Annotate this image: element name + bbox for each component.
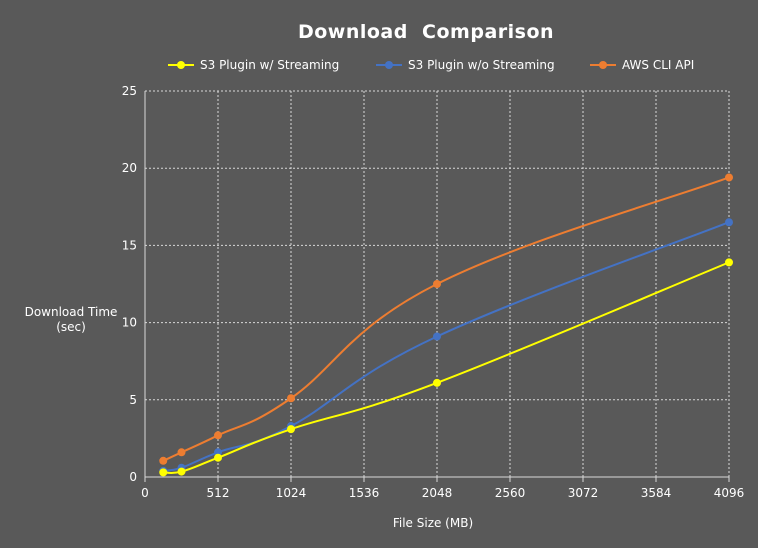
data-point bbox=[433, 332, 441, 341]
x-tick-label: 3072 bbox=[568, 486, 599, 500]
series-line bbox=[163, 261, 730, 475]
y-tick-label: 20 bbox=[122, 161, 137, 175]
series-s3-plugin-w-o-streaming bbox=[159, 218, 733, 475]
legend-label: S3 Plugin w/o Streaming bbox=[408, 58, 555, 72]
data-point bbox=[287, 394, 295, 403]
x-axis-label: File Size (MB) bbox=[393, 516, 473, 530]
y-tick-label: 25 bbox=[122, 84, 137, 98]
axes bbox=[144, 91, 730, 482]
x-tick-label: 1536 bbox=[349, 486, 380, 500]
y-tick-label: 15 bbox=[122, 238, 137, 252]
data-point bbox=[725, 218, 733, 227]
y-axis-label-line-2: (sec) bbox=[56, 320, 86, 334]
legend-item: S3 Plugin w/o Streaming bbox=[376, 58, 555, 72]
data-point bbox=[433, 280, 441, 288]
grid bbox=[145, 90, 730, 477]
series-line bbox=[163, 221, 730, 472]
series-group bbox=[159, 173, 733, 477]
series-aws-cli-api bbox=[159, 173, 733, 465]
series-s3-plugin-w-streaming bbox=[159, 258, 733, 477]
y-axis-label-line-1: Download Time bbox=[25, 305, 118, 319]
data-point bbox=[725, 258, 733, 267]
x-tick-label: 4096 bbox=[714, 486, 745, 500]
legend-item: S3 Plugin w/ Streaming bbox=[168, 58, 339, 72]
data-point bbox=[433, 378, 441, 387]
y-tick-label: 10 bbox=[122, 316, 137, 330]
data-point bbox=[214, 453, 222, 462]
data-point bbox=[177, 448, 186, 457]
legend-label: AWS CLI API bbox=[622, 58, 694, 72]
data-point bbox=[159, 468, 168, 477]
x-tick-label: 2560 bbox=[495, 486, 526, 500]
legend-item: AWS CLI API bbox=[590, 58, 694, 72]
legend-swatch-marker bbox=[385, 61, 393, 69]
x-tick-label: 3584 bbox=[641, 486, 672, 500]
data-point bbox=[214, 431, 222, 440]
data-point bbox=[159, 456, 168, 465]
x-tick-label: 512 bbox=[207, 486, 230, 500]
y-tick-label: 0 bbox=[129, 470, 137, 484]
legend-swatch-marker bbox=[599, 61, 607, 69]
legend-swatch-marker bbox=[177, 61, 185, 69]
y-tick-label: 5 bbox=[129, 393, 137, 407]
x-tick-label: 1024 bbox=[276, 486, 307, 500]
series-line bbox=[162, 176, 730, 462]
legend-label: S3 Plugin w/ Streaming bbox=[200, 58, 339, 72]
data-point bbox=[725, 173, 733, 182]
tick-labels: 0 5 10 15 20 25 0 512 1024 1536 2048 2560 3072 3584 40… bbox=[122, 84, 745, 500]
chart-title: Download Comparison bbox=[298, 21, 554, 43]
data-point bbox=[177, 467, 186, 476]
data-point bbox=[287, 425, 295, 434]
x-tick-label: 2048 bbox=[422, 486, 453, 500]
x-tick-label: 0 bbox=[141, 486, 149, 500]
legend: S3 Plugin w/ Streaming S3 Plugin w/o Stre… bbox=[168, 58, 694, 72]
